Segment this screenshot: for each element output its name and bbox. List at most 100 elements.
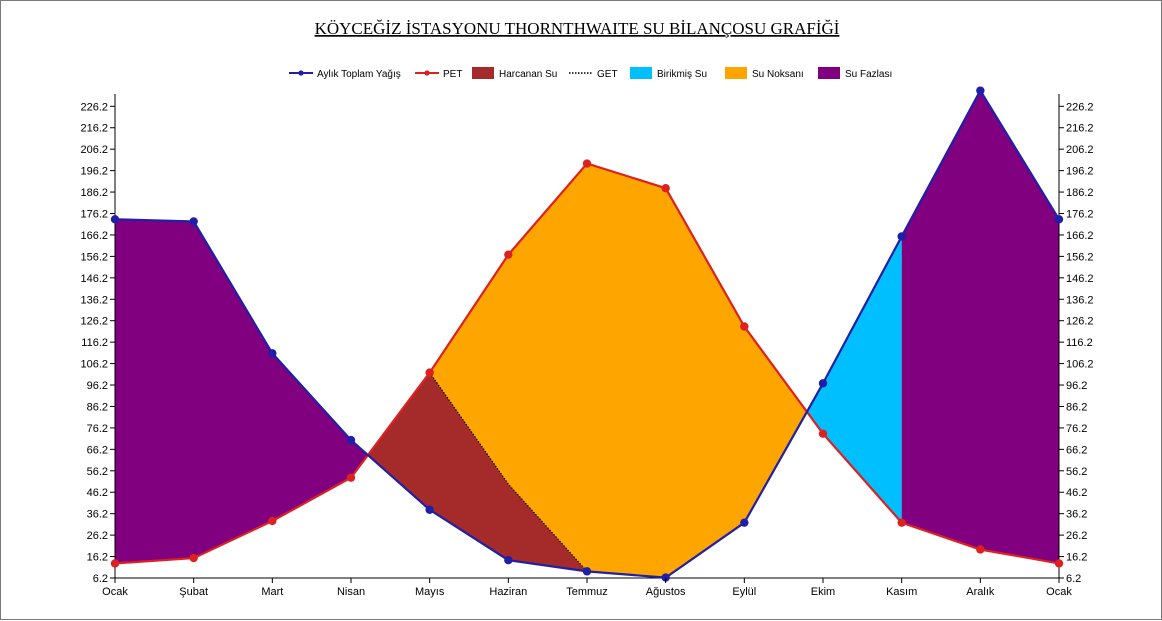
y-tick-label-right: 66.2 xyxy=(1066,444,1087,456)
x-tick-label: Ocak xyxy=(1046,586,1072,598)
y-tick-label-right: 126.2 xyxy=(1066,316,1094,328)
pet-point xyxy=(661,183,670,193)
y-tick-label-right: 146.2 xyxy=(1066,273,1094,285)
legend-label: PET xyxy=(443,69,462,80)
pet-point xyxy=(268,516,277,526)
precipitation-point xyxy=(897,232,906,241)
legend-swatch-marker xyxy=(424,70,430,76)
y-tick-label-left: 136.2 xyxy=(80,294,108,306)
precipitation-point xyxy=(425,505,434,515)
pet-point xyxy=(740,322,749,331)
y-tick-label-left: 76.2 xyxy=(87,423,108,435)
y-tick-label-left: 36.2 xyxy=(87,509,108,521)
legend-label: Su Fazlası xyxy=(845,69,892,80)
y-tick-label-right: 166.2 xyxy=(1066,230,1094,242)
y-tick-label-left: 46.2 xyxy=(87,487,108,499)
get-series-line xyxy=(429,372,588,572)
used-water-area xyxy=(367,372,587,572)
pet-point xyxy=(425,368,434,377)
y-tick-label-left: 156.2 xyxy=(80,251,108,263)
y-tick-label-right: 226.2 xyxy=(1066,101,1094,113)
precipitation-point xyxy=(504,556,513,565)
legend-swatch-marker xyxy=(298,70,304,76)
legend-swatch-area xyxy=(818,67,840,79)
y-tick-label-left: 216.2 xyxy=(80,123,108,135)
y-tick-label-right: 206.2 xyxy=(1066,144,1094,156)
x-tick-label: Haziran xyxy=(489,586,527,598)
y-tick-label-left: 186.2 xyxy=(80,187,108,199)
y-tick-label-right: 136.2 xyxy=(1066,294,1094,306)
y-tick-label-right: 36.2 xyxy=(1066,509,1087,521)
y-tick-label-left: 196.2 xyxy=(80,166,108,178)
y-tick-label-left: 176.2 xyxy=(80,208,108,220)
precipitation-point xyxy=(740,518,749,527)
y-tick-label-left: 86.2 xyxy=(87,401,108,413)
x-tick-label: Ekim xyxy=(811,586,835,598)
precipitation-point xyxy=(582,567,592,576)
x-tick-label: Kasım xyxy=(886,586,917,598)
legend-label: Su Noksanı xyxy=(752,69,804,80)
precipitation-point xyxy=(1054,215,1064,224)
chart-title: KÖYCEĞİZ İSTASYONU THORNTHWAITE SU BİLAN… xyxy=(315,19,840,38)
pet-point xyxy=(976,545,985,554)
area-layer xyxy=(115,90,1059,578)
y-tick-label-left: 96.2 xyxy=(87,380,108,392)
y-tick-label-right: 106.2 xyxy=(1066,359,1094,371)
y-tick-label-right: 76.2 xyxy=(1066,423,1087,435)
legend: Aylık Toplam Yağış PET Harcanan Su GET Birik… xyxy=(289,67,892,80)
pet-point xyxy=(346,473,356,482)
y-tick-label-left: 26.2 xyxy=(87,530,108,542)
x-tick-label: Mayıs xyxy=(415,586,445,598)
y-tick-label-right: 186.2 xyxy=(1066,187,1094,199)
pet-point xyxy=(504,250,513,259)
y-tick-label-left: 16.2 xyxy=(87,552,108,564)
precipitation-point xyxy=(268,349,277,358)
y-tick-label-right: 116.2 xyxy=(1066,337,1093,349)
x-tick-label: Eylül xyxy=(732,586,756,598)
precipitation-point xyxy=(661,573,670,582)
pet-point xyxy=(582,159,592,168)
precipitation-point xyxy=(818,379,828,388)
y-tick-label-right: 46.2 xyxy=(1066,487,1087,499)
precipitation-point xyxy=(189,217,198,226)
y-tick-label-right: 6.2 xyxy=(1066,573,1081,585)
tick-layer: 6.2 6.2 16.2 16.2 26.2 26.2 36.2 36.2 46.2 46.2 56… xyxy=(80,101,1093,598)
y-tick-label-left: 206.2 xyxy=(80,144,108,156)
surplus-area-left xyxy=(115,219,368,564)
y-tick-label-left: 166.2 xyxy=(80,230,108,242)
y-tick-label-left: 226.2 xyxy=(80,101,108,113)
pet-point xyxy=(189,553,198,563)
y-tick-label-right: 196.2 xyxy=(1066,166,1094,178)
legend-label: GET xyxy=(597,69,618,80)
x-tick-label: Mart xyxy=(261,586,283,598)
y-tick-label-left: 56.2 xyxy=(87,466,108,478)
precipitation-point xyxy=(110,215,120,224)
y-tick-label-left: 126.2 xyxy=(80,316,108,328)
pet-point xyxy=(1054,559,1064,568)
legend-label: Harcanan Su xyxy=(499,69,557,80)
stored-water-area xyxy=(806,236,902,523)
y-tick-label-left: 66.2 xyxy=(87,444,108,456)
y-tick-label-right: 26.2 xyxy=(1066,530,1087,542)
y-tick-label-right: 56.2 xyxy=(1066,466,1087,478)
precipitation-point xyxy=(346,435,356,445)
line-layer xyxy=(110,86,1064,582)
precipitation-point xyxy=(976,86,985,95)
deficit-area xyxy=(429,163,807,578)
y-tick-label-right: 216.2 xyxy=(1066,123,1094,135)
pet-point xyxy=(897,518,906,527)
y-tick-label-right: 176.2 xyxy=(1066,208,1094,220)
legend-swatch-area xyxy=(630,67,652,79)
pet-point xyxy=(110,559,120,568)
y-tick-label-right: 156.2 xyxy=(1066,251,1094,263)
y-tick-label-left: 106.2 xyxy=(80,359,108,371)
y-tick-label-right: 86.2 xyxy=(1066,401,1087,413)
surplus-area-right xyxy=(901,90,1059,564)
legend-label: Birikmiş Su xyxy=(657,69,707,80)
y-tick-label-left: 146.2 xyxy=(80,273,108,285)
pet-point xyxy=(818,429,828,438)
y-tick-label-left: 116.2 xyxy=(81,337,108,349)
legend-label: Aylık Toplam Yağış xyxy=(317,69,401,80)
x-tick-label: Şubat xyxy=(179,586,208,598)
